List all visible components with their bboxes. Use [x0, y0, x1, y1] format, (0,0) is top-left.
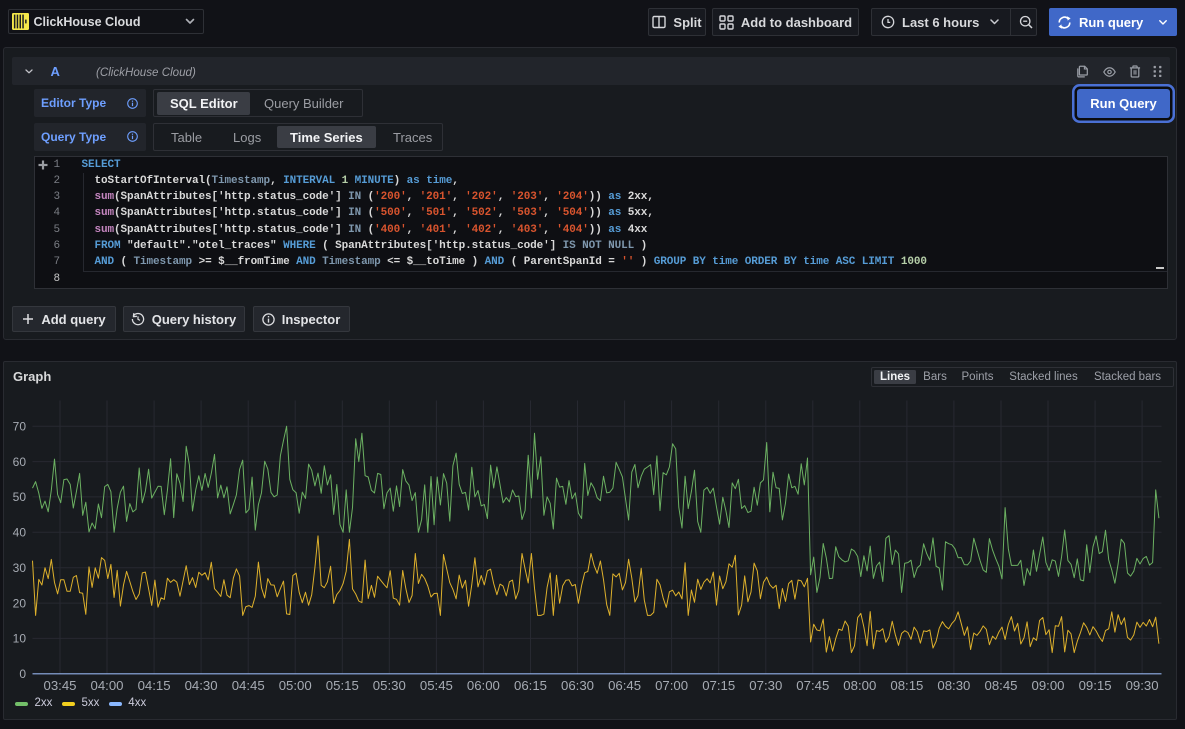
- svg-text:09:00: 09:00: [1031, 678, 1064, 693]
- svg-text:10: 10: [13, 632, 27, 646]
- svg-text:06:45: 06:45: [608, 678, 641, 693]
- svg-text:08:15: 08:15: [890, 678, 923, 693]
- svg-text:09:15: 09:15: [1079, 678, 1112, 693]
- svg-text:06:15: 06:15: [514, 678, 547, 693]
- svg-text:40: 40: [13, 526, 27, 540]
- svg-text:05:45: 05:45: [420, 678, 453, 693]
- svg-text:06:00: 06:00: [467, 678, 500, 693]
- svg-text:30: 30: [13, 561, 27, 575]
- svg-text:07:15: 07:15: [702, 678, 735, 693]
- svg-text:03:45: 03:45: [43, 678, 76, 693]
- svg-text:04:30: 04:30: [185, 678, 218, 693]
- svg-text:07:45: 07:45: [796, 678, 829, 693]
- svg-text:20: 20: [13, 596, 27, 610]
- svg-text:0: 0: [19, 667, 26, 681]
- svg-text:50: 50: [13, 490, 27, 504]
- svg-text:05:00: 05:00: [279, 678, 312, 693]
- svg-text:08:00: 08:00: [843, 678, 876, 693]
- svg-text:08:45: 08:45: [984, 678, 1017, 693]
- svg-text:04:45: 04:45: [232, 678, 265, 693]
- svg-text:04:15: 04:15: [138, 678, 171, 693]
- svg-text:70: 70: [13, 419, 27, 433]
- svg-text:04:00: 04:00: [90, 678, 123, 693]
- svg-text:07:30: 07:30: [749, 678, 782, 693]
- svg-text:08:30: 08:30: [937, 678, 970, 693]
- svg-text:60: 60: [13, 455, 27, 469]
- svg-text:06:30: 06:30: [561, 678, 594, 693]
- svg-text:09:30: 09:30: [1126, 678, 1159, 693]
- svg-text:05:30: 05:30: [373, 678, 406, 693]
- svg-text:07:00: 07:00: [655, 678, 688, 693]
- svg-text:05:15: 05:15: [326, 678, 359, 693]
